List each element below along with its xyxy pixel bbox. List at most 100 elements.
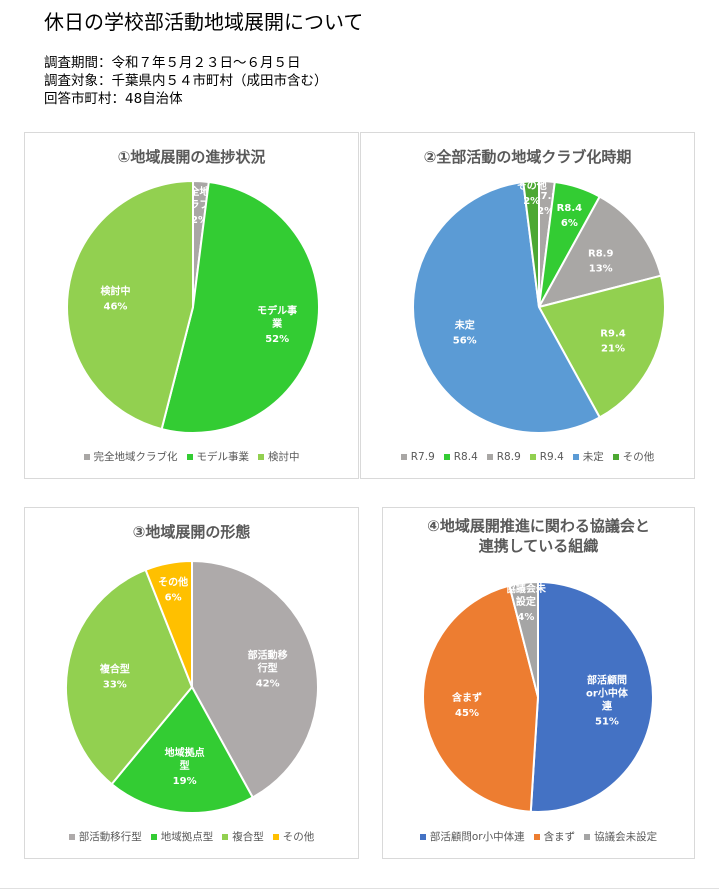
chart-panel-form: ③地域展開の形態 部活動移行型 42% 地域拠点型 19% 複合型 33% その他 6% 部活… xyxy=(24,507,359,859)
survey-info: 調査期間：令和７年５月２３日～６月５日 調査対象：千葉県内５４市町村（成田市含む… xyxy=(44,54,328,108)
legend-entry: その他 xyxy=(612,449,655,464)
pie-slice xyxy=(65,568,194,786)
pie-slice xyxy=(508,580,539,698)
legend-label: 地域拠点型 xyxy=(160,831,214,843)
legend-label: 含まず xyxy=(543,831,576,843)
legend-entry: 含まず xyxy=(533,829,576,844)
legend-swatch xyxy=(584,833,591,840)
pie-slice xyxy=(537,274,666,419)
chart-title: ①地域展開の進捗状況 xyxy=(117,148,266,166)
legend-entry: 協議会未設定 xyxy=(584,829,657,844)
chart-legend: 完全地域クラブ化 モデル事業 検討中 xyxy=(25,449,358,464)
chart-panel-progress: ①地域展開の進捗状況 完全地域クラブ化 2% モデル事業 52% 検討中 46% 完全地域… xyxy=(24,132,359,479)
pie-chart-organizations: 部活顧問 or小中体連 51% 含まず 45% 協議会未設定 4% xyxy=(422,580,654,813)
slice-label: 部活動移行型 42% xyxy=(248,649,288,690)
legend-swatch xyxy=(258,453,264,460)
chart-panel-timing: ②全部活動の地域クラブ化時期 R7.9 2% R8.4 6% R8.9 13% R9.4 21… xyxy=(360,132,695,479)
legend-entry: 複合型 xyxy=(222,829,264,844)
slice-label: R7.9 2% xyxy=(533,191,558,217)
legend-label: 部活動移行型 xyxy=(78,831,142,843)
legend-entry: 完全地域クラブ化 xyxy=(83,449,178,464)
pie-slice xyxy=(537,195,663,309)
legend-label: 未定 xyxy=(582,451,604,463)
legend-entry: 地域拠点型 xyxy=(150,829,214,844)
slice-label: モデル事業 52% xyxy=(257,304,297,345)
legend-swatch xyxy=(529,453,536,460)
legend-swatch xyxy=(572,453,579,460)
legend-label: 検討中 xyxy=(268,451,300,463)
slice-label: 含まず 45% xyxy=(452,691,482,719)
bottom-divider xyxy=(0,888,719,889)
slice-label: R9.4 21% xyxy=(600,329,625,355)
chart-legend: R7.9 R8.4 R8.9 R9.4 未定 その他 xyxy=(361,449,694,464)
legend-swatch xyxy=(83,453,90,460)
legend-label: 部活顧問or小中体連 xyxy=(429,831,525,843)
legend-label: 複合型 xyxy=(232,831,264,843)
slice-label: 検討中 46% xyxy=(100,285,130,313)
pie-slice xyxy=(412,180,602,434)
chart-legend: 部活顧問or小中体連 含まず 協議会未設定 xyxy=(383,829,694,844)
legend-entry: 部活動移行型 xyxy=(68,829,142,844)
slice-label: R8.9 13% xyxy=(588,249,613,275)
survey-target: 調査対象：千葉県内５４市町村（成田市含む） xyxy=(44,73,328,89)
page-title: 休日の学校部活動地域展開について xyxy=(44,10,364,34)
legend-label: R8.9 xyxy=(496,450,521,463)
slice-label: 未定 56% xyxy=(453,319,477,347)
legend-label: その他 xyxy=(622,451,655,463)
chart-panel-organizations: ④地域展開推進に関わる協議会と 連携している組織 部活顧問 or小中体連 51% 含ま… xyxy=(382,507,695,859)
legend-label: 協議会未設定 xyxy=(594,831,658,843)
pie-slice xyxy=(422,584,540,813)
pie-slice xyxy=(191,559,319,799)
slice-label: 複合型 33% xyxy=(99,662,130,690)
slice-label: 部活顧問 or小中体連 51% xyxy=(586,674,629,728)
legend-swatch xyxy=(68,833,75,840)
chart-title: ③地域展開の形態 xyxy=(132,523,251,541)
pie-slice xyxy=(66,179,194,431)
slice-label: R8.4 6% xyxy=(557,203,582,229)
legend-entry: R8.4 xyxy=(443,449,478,464)
slice-label: その他 2% xyxy=(517,179,547,207)
slice-label: 地域拠点型 19% xyxy=(165,746,205,787)
chart-legend: 部活動移行型 地域拠点型 複合型 その他 xyxy=(25,829,358,844)
legend-entry: モデル事業 xyxy=(186,449,250,464)
legend-entry: R7.9 xyxy=(400,449,435,464)
pie-slice xyxy=(144,559,193,688)
pie-slice xyxy=(522,179,540,308)
legend-swatch xyxy=(612,453,619,460)
legend-entry: 検討中 xyxy=(258,449,300,464)
pie-chart-form: 部活動移行型 42% 地域拠点型 19% 複合型 33% その他 6% xyxy=(65,559,319,814)
pie-chart-timing: R7.9 2% R8.4 6%R8.9 13% R9.4 21% 未定 56% その他 2% xyxy=(412,179,666,434)
legend-label: R9.4 xyxy=(539,450,564,463)
legend-label: R8.4 xyxy=(453,450,478,463)
legend-swatch xyxy=(419,833,426,840)
survey-period: 調査期間：令和７年５月２３日～６月５日 xyxy=(44,55,301,71)
pie-slice xyxy=(110,685,255,814)
chart-title: ②全部活動の地域クラブ化時期 xyxy=(423,148,632,166)
pie-slice xyxy=(529,580,654,813)
pie-chart-progress: 完全地域クラブ化 2%モデル事業 52%検討中 46% xyxy=(66,179,320,434)
chart-title: ④地域展開推進に関わる協議会と 連携している組織 xyxy=(383,516,694,556)
legend-swatch xyxy=(400,453,407,460)
chart-title-line: ④地域展開推進に関わる協議会と xyxy=(427,517,650,535)
pie-slice xyxy=(160,180,320,434)
legend-entry: 未定 xyxy=(572,449,604,464)
legend-swatch xyxy=(533,833,540,840)
legend-swatch xyxy=(443,453,450,460)
legend-entry: R9.4 xyxy=(529,449,564,464)
legend-entry: R8.9 xyxy=(486,449,521,464)
legend-swatch xyxy=(222,833,229,840)
legend-label: モデル事業 xyxy=(196,451,250,463)
legend-swatch xyxy=(150,833,157,840)
legend-label: その他 xyxy=(282,831,315,843)
chart-title-line: 連携している組織 xyxy=(478,537,599,555)
legend-swatch xyxy=(272,833,279,840)
legend-label: R7.9 xyxy=(410,450,435,463)
slice-label: 協議会未設定 4% xyxy=(506,582,546,623)
survey-respondents: 回答市町村：48自治体 xyxy=(44,91,183,107)
legend-swatch xyxy=(486,453,493,460)
legend-entry: その他 xyxy=(272,829,315,844)
legend-label: 完全地域クラブ化 xyxy=(93,451,178,463)
legend-swatch xyxy=(186,453,193,460)
legend-entry: 部活顧問or小中体連 xyxy=(419,829,525,844)
slice-label: その他 6% xyxy=(158,575,188,603)
